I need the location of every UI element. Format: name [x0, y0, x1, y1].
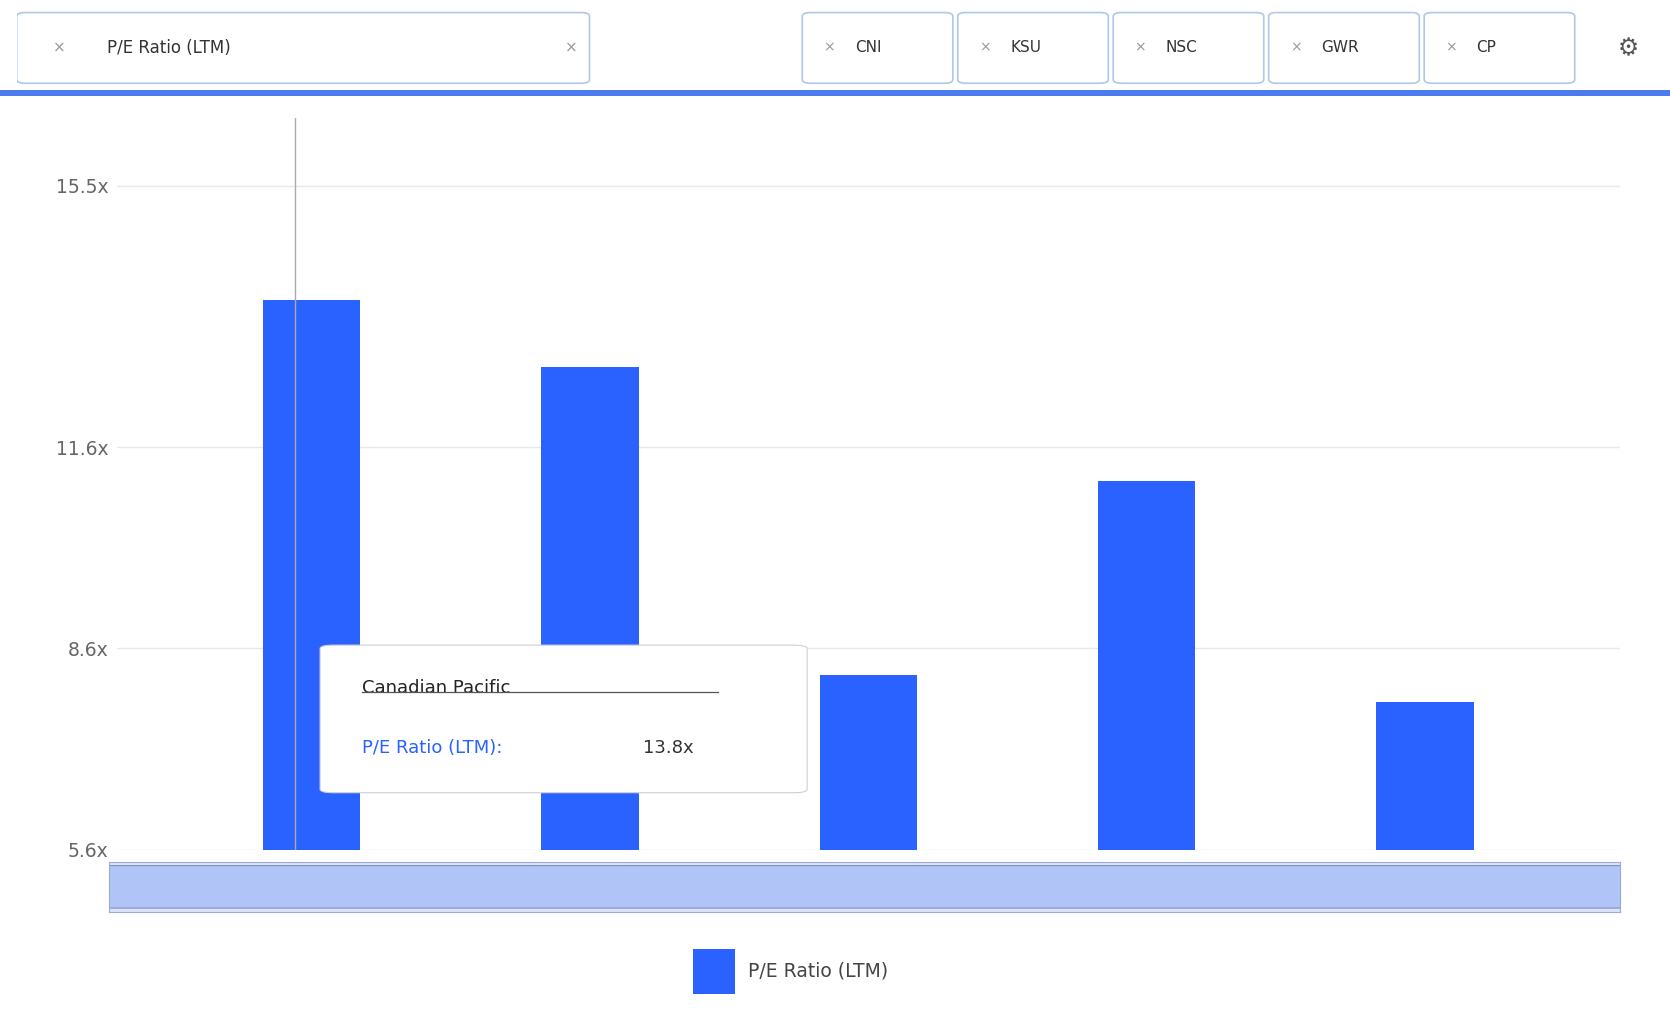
Text: CNI: CNI: [855, 40, 882, 56]
Text: ×: ×: [823, 41, 835, 55]
FancyBboxPatch shape: [1425, 12, 1575, 83]
FancyBboxPatch shape: [1269, 12, 1420, 83]
Bar: [541, 367, 638, 850]
FancyBboxPatch shape: [959, 12, 1109, 83]
Text: ×: ×: [1289, 41, 1301, 55]
Text: Canadian Pacific: Canadian Pacific: [362, 679, 511, 696]
Bar: [262, 300, 361, 850]
FancyBboxPatch shape: [1114, 12, 1264, 83]
Text: ×: ×: [53, 40, 65, 56]
FancyBboxPatch shape: [17, 12, 590, 83]
Text: GWR: GWR: [1321, 40, 1359, 56]
Text: CP: CP: [1476, 40, 1496, 56]
Text: 13.8x: 13.8x: [643, 740, 693, 757]
Text: P/E Ratio (LTM): P/E Ratio (LTM): [748, 962, 888, 981]
FancyBboxPatch shape: [321, 645, 807, 793]
FancyBboxPatch shape: [99, 865, 1630, 908]
Text: ×: ×: [1446, 41, 1458, 55]
FancyBboxPatch shape: [802, 12, 954, 83]
Text: KSU: KSU: [1010, 40, 1040, 56]
Bar: [820, 676, 917, 850]
Bar: [1097, 481, 1196, 850]
Bar: [693, 950, 735, 994]
Text: ×: ×: [564, 40, 578, 56]
Text: ×: ×: [979, 41, 990, 55]
Bar: [1376, 702, 1473, 850]
Text: P/E Ratio (LTM):: P/E Ratio (LTM):: [362, 740, 508, 757]
Text: ⚙: ⚙: [1618, 36, 1640, 60]
Text: ×: ×: [1134, 41, 1146, 55]
Text: NSC: NSC: [1166, 40, 1197, 56]
Text: P/E Ratio (LTM): P/E Ratio (LTM): [107, 39, 230, 57]
